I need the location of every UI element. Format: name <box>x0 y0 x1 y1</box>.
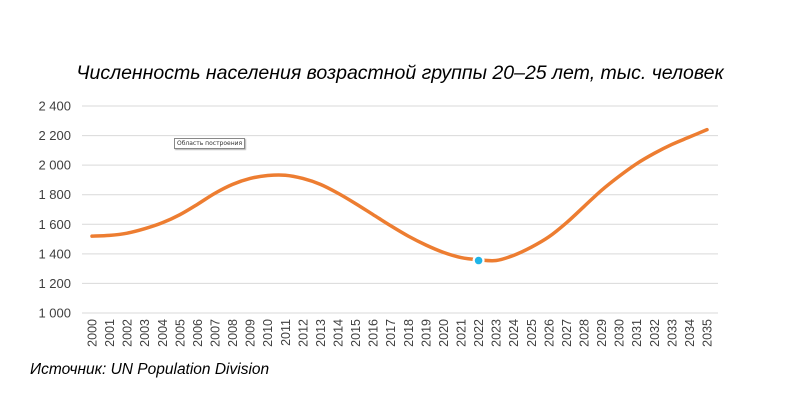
x-tick-label: 2003 <box>138 319 152 347</box>
x-tick-label: 2011 <box>279 319 293 346</box>
x-tick-label: 2033 <box>665 319 679 347</box>
x-tick-label: 2032 <box>648 319 662 347</box>
source-note: Источник: UN Population Division <box>30 361 270 378</box>
y-tick-label: 2 200 <box>38 128 71 143</box>
x-tick-label: 2022 <box>472 319 486 347</box>
x-axis: 2000 2001 2002 2003 2004 2005 2006 2007 2008 2009… <box>86 319 715 347</box>
x-tick-label: 2005 <box>173 319 187 347</box>
x-tick-label: 2009 <box>244 319 258 347</box>
x-tick-label: 2026 <box>542 319 556 347</box>
gridlines <box>82 105 718 314</box>
x-tick-label: 2000 <box>86 319 100 347</box>
highlight-point <box>474 256 483 265</box>
highlight-marker <box>472 254 485 267</box>
x-tick-label: 2029 <box>595 319 609 347</box>
x-tick-label: 2024 <box>507 319 521 347</box>
x-tick-label: 2027 <box>560 319 574 347</box>
x-tick-label: 2002 <box>121 319 135 347</box>
y-tick-label: 1 600 <box>38 217 71 232</box>
x-tick-label: 2021 <box>455 319 469 347</box>
x-tick-label: 2008 <box>226 319 240 347</box>
x-tick-label: 2007 <box>209 319 223 347</box>
x-tick-label: 2015 <box>349 319 363 347</box>
y-tick-label: 2 400 <box>38 99 71 114</box>
y-tick-label: 2 000 <box>38 158 71 173</box>
chart-title: Численность населения возрастной группы … <box>76 62 724 84</box>
x-tick-label: 2013 <box>314 319 328 347</box>
x-tick-label: 2030 <box>613 319 627 347</box>
x-tick-label: 2035 <box>701 319 715 347</box>
x-tick-label: 2020 <box>437 319 451 347</box>
plot-area-tooltip: Область построения <box>174 138 246 149</box>
y-tick-label: 1 000 <box>38 306 71 321</box>
series-path <box>90 127 709 263</box>
y-tick-label: 1 400 <box>38 246 71 261</box>
x-tick-label: 2028 <box>578 319 592 347</box>
x-tick-label: 2017 <box>384 319 398 347</box>
x-tick-label: 2023 <box>490 319 504 347</box>
x-tick-label: 2001 <box>103 319 117 347</box>
x-tick-label: 2019 <box>419 319 433 347</box>
x-tick-label: 2031 <box>630 319 644 347</box>
x-tick-label: 2014 <box>332 319 346 347</box>
x-tick-label: 2004 <box>156 319 170 347</box>
x-tick-label: 2025 <box>525 319 539 347</box>
y-axis: 1 000 1 200 1 400 1 600 1 800 2 000 2 200 2 400 <box>38 99 71 321</box>
x-tick-label: 2006 <box>191 319 205 347</box>
y-tick-label: 1 200 <box>38 276 71 291</box>
series-line <box>90 127 709 263</box>
x-tick-label: 2018 <box>402 319 416 347</box>
x-tick-label: 2034 <box>683 319 697 347</box>
x-tick-label: 2016 <box>367 319 381 347</box>
x-tick-label: 2010 <box>261 319 275 347</box>
y-tick-label: 1 800 <box>38 187 71 202</box>
x-tick-label: 2012 <box>296 319 310 347</box>
